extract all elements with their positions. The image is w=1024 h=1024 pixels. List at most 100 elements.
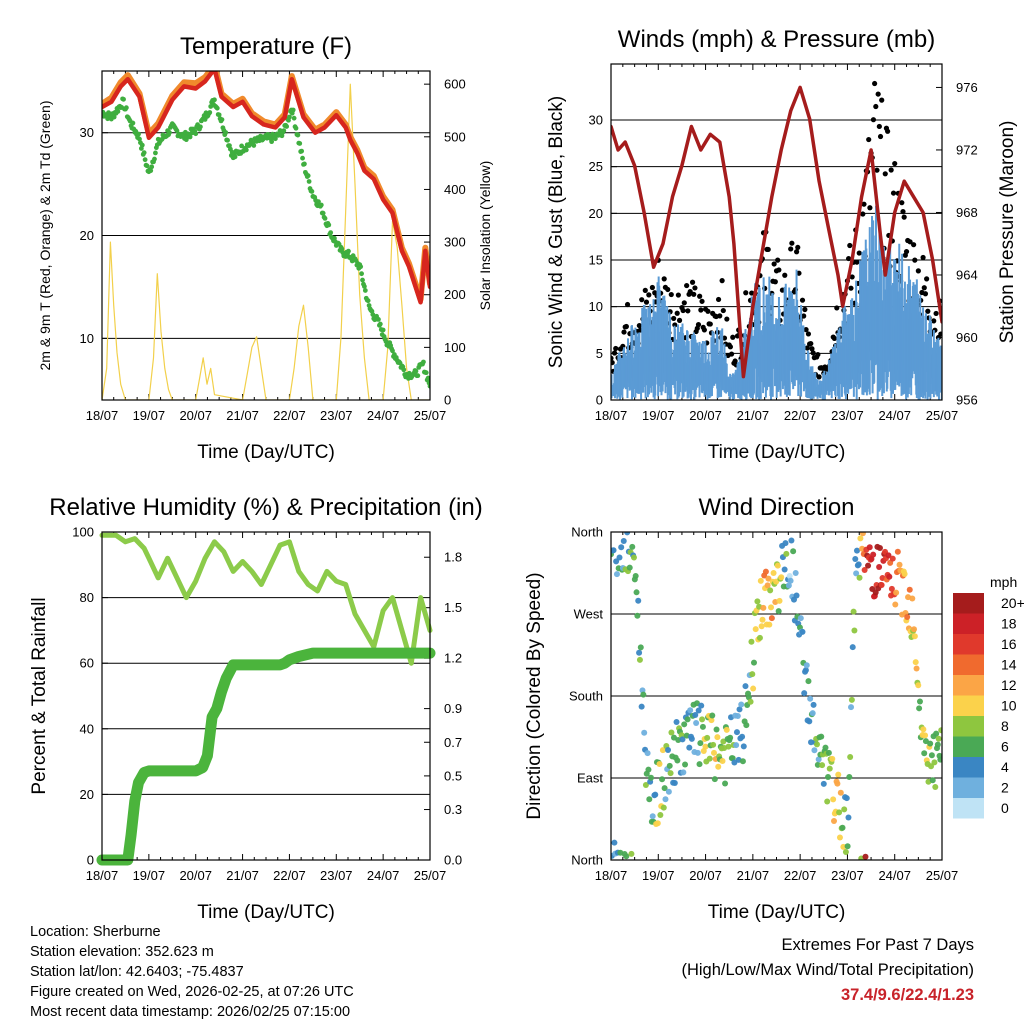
direction-point <box>652 791 659 798</box>
direction-point <box>834 780 841 787</box>
dewpoint-point <box>421 359 426 365</box>
direction-point <box>886 573 893 580</box>
y2-tick-label: 300 <box>444 235 466 250</box>
y2-tick-label: 960 <box>956 330 978 345</box>
y2-tick-label: 200 <box>444 287 466 302</box>
gust-point <box>765 246 771 253</box>
direction-point <box>937 756 942 763</box>
gust-point <box>771 261 777 267</box>
x-tick-label: 19/07 <box>642 408 675 423</box>
x-axis-label: Time (Day/UTC) <box>197 442 335 463</box>
dewpoint-point <box>380 327 386 333</box>
dewpoint-point <box>144 163 150 169</box>
direction-point <box>749 671 756 678</box>
gust-point <box>685 308 691 314</box>
recent-timestamp-text: Most recent data timestamp: 2026/02/25 0… <box>30 1004 351 1020</box>
direction-point <box>673 719 680 726</box>
gust-point <box>870 117 877 123</box>
direction-point <box>866 544 873 551</box>
gust-point <box>675 292 681 298</box>
chart-title: Wind Direction <box>698 494 854 521</box>
y-tick-label: North <box>571 525 603 540</box>
x-tick-label: 25/07 <box>414 868 447 883</box>
legend-title: mph <box>990 574 1017 590</box>
direction-point <box>613 558 620 565</box>
y-tick-label: 25 <box>589 159 603 174</box>
x-tick-label: 22/07 <box>273 868 306 883</box>
direction-point <box>630 554 637 561</box>
y2-tick-label: 1.8 <box>444 550 462 565</box>
x-tick-label: 25/07 <box>926 408 959 423</box>
direction-point <box>933 730 940 737</box>
y-tick-label: 100 <box>72 525 94 540</box>
gust-point <box>772 279 778 285</box>
gust-point <box>775 257 781 263</box>
direction-point <box>848 696 855 703</box>
dewpoint-point <box>115 109 121 114</box>
direction-point <box>660 804 667 811</box>
x-tick-label: 24/07 <box>878 868 911 883</box>
legend-swatch <box>953 634 984 655</box>
legend-swatch <box>953 695 984 716</box>
direction-point <box>620 538 627 545</box>
gust-point <box>665 286 671 293</box>
dewpoint-point <box>362 288 368 293</box>
legend-swatch <box>953 757 984 778</box>
dewpoint-point <box>167 130 172 135</box>
direction-point <box>767 587 774 594</box>
dewpoint-point <box>318 202 324 208</box>
direction-point <box>635 597 642 604</box>
location-text: Location: Sherburne <box>30 924 161 940</box>
direction-point <box>807 695 814 702</box>
direction-point <box>722 780 729 787</box>
dewpoint-point <box>187 134 193 140</box>
direction-point <box>896 561 903 568</box>
gust-point <box>885 128 891 134</box>
gust-point <box>643 299 650 305</box>
dewpoint-point <box>130 120 136 126</box>
x-tick-label: 20/07 <box>179 868 212 883</box>
direction-point <box>808 739 815 746</box>
direction-point <box>885 552 892 559</box>
legend-label: 16 <box>1001 636 1017 652</box>
direction-point <box>876 544 883 551</box>
y2-tick-label: 0.0 <box>444 853 462 868</box>
y-tick-label: North <box>571 853 603 868</box>
gust-point <box>613 345 619 352</box>
direction-point <box>638 703 645 710</box>
direction-point <box>665 746 672 753</box>
dewpoint-point <box>423 370 429 376</box>
direction-point <box>618 544 625 551</box>
dewpoint-point <box>365 298 371 304</box>
gust-point <box>799 297 806 303</box>
direction-point <box>686 744 693 751</box>
y2-tick-label: 0.7 <box>444 735 462 750</box>
gust-point <box>681 300 687 306</box>
direction-point <box>725 743 732 750</box>
dewpoint-point <box>139 142 145 148</box>
y2-tick-label: 600 <box>444 77 466 92</box>
gust-point <box>697 293 703 299</box>
direction-point <box>853 547 860 554</box>
direction-point <box>859 532 866 537</box>
direction-point <box>739 733 746 740</box>
dewpoint-point <box>309 189 315 194</box>
gust-point <box>907 239 913 245</box>
direction-point <box>835 771 842 778</box>
gust-point <box>804 345 810 351</box>
gust-point <box>805 331 812 337</box>
direction-point <box>684 716 691 723</box>
direction-point <box>921 750 928 757</box>
gust-point <box>920 254 926 261</box>
direction-point <box>692 711 699 718</box>
direction-point <box>687 707 694 714</box>
direction-point <box>824 798 831 805</box>
chart-title: Temperature (F) <box>180 33 352 60</box>
direction-point <box>739 758 746 765</box>
legend-label: 14 <box>1001 657 1017 673</box>
gust-point <box>816 374 822 380</box>
gust-point <box>621 329 627 335</box>
direction-point <box>758 623 765 630</box>
y-tick-label: West <box>574 607 604 622</box>
